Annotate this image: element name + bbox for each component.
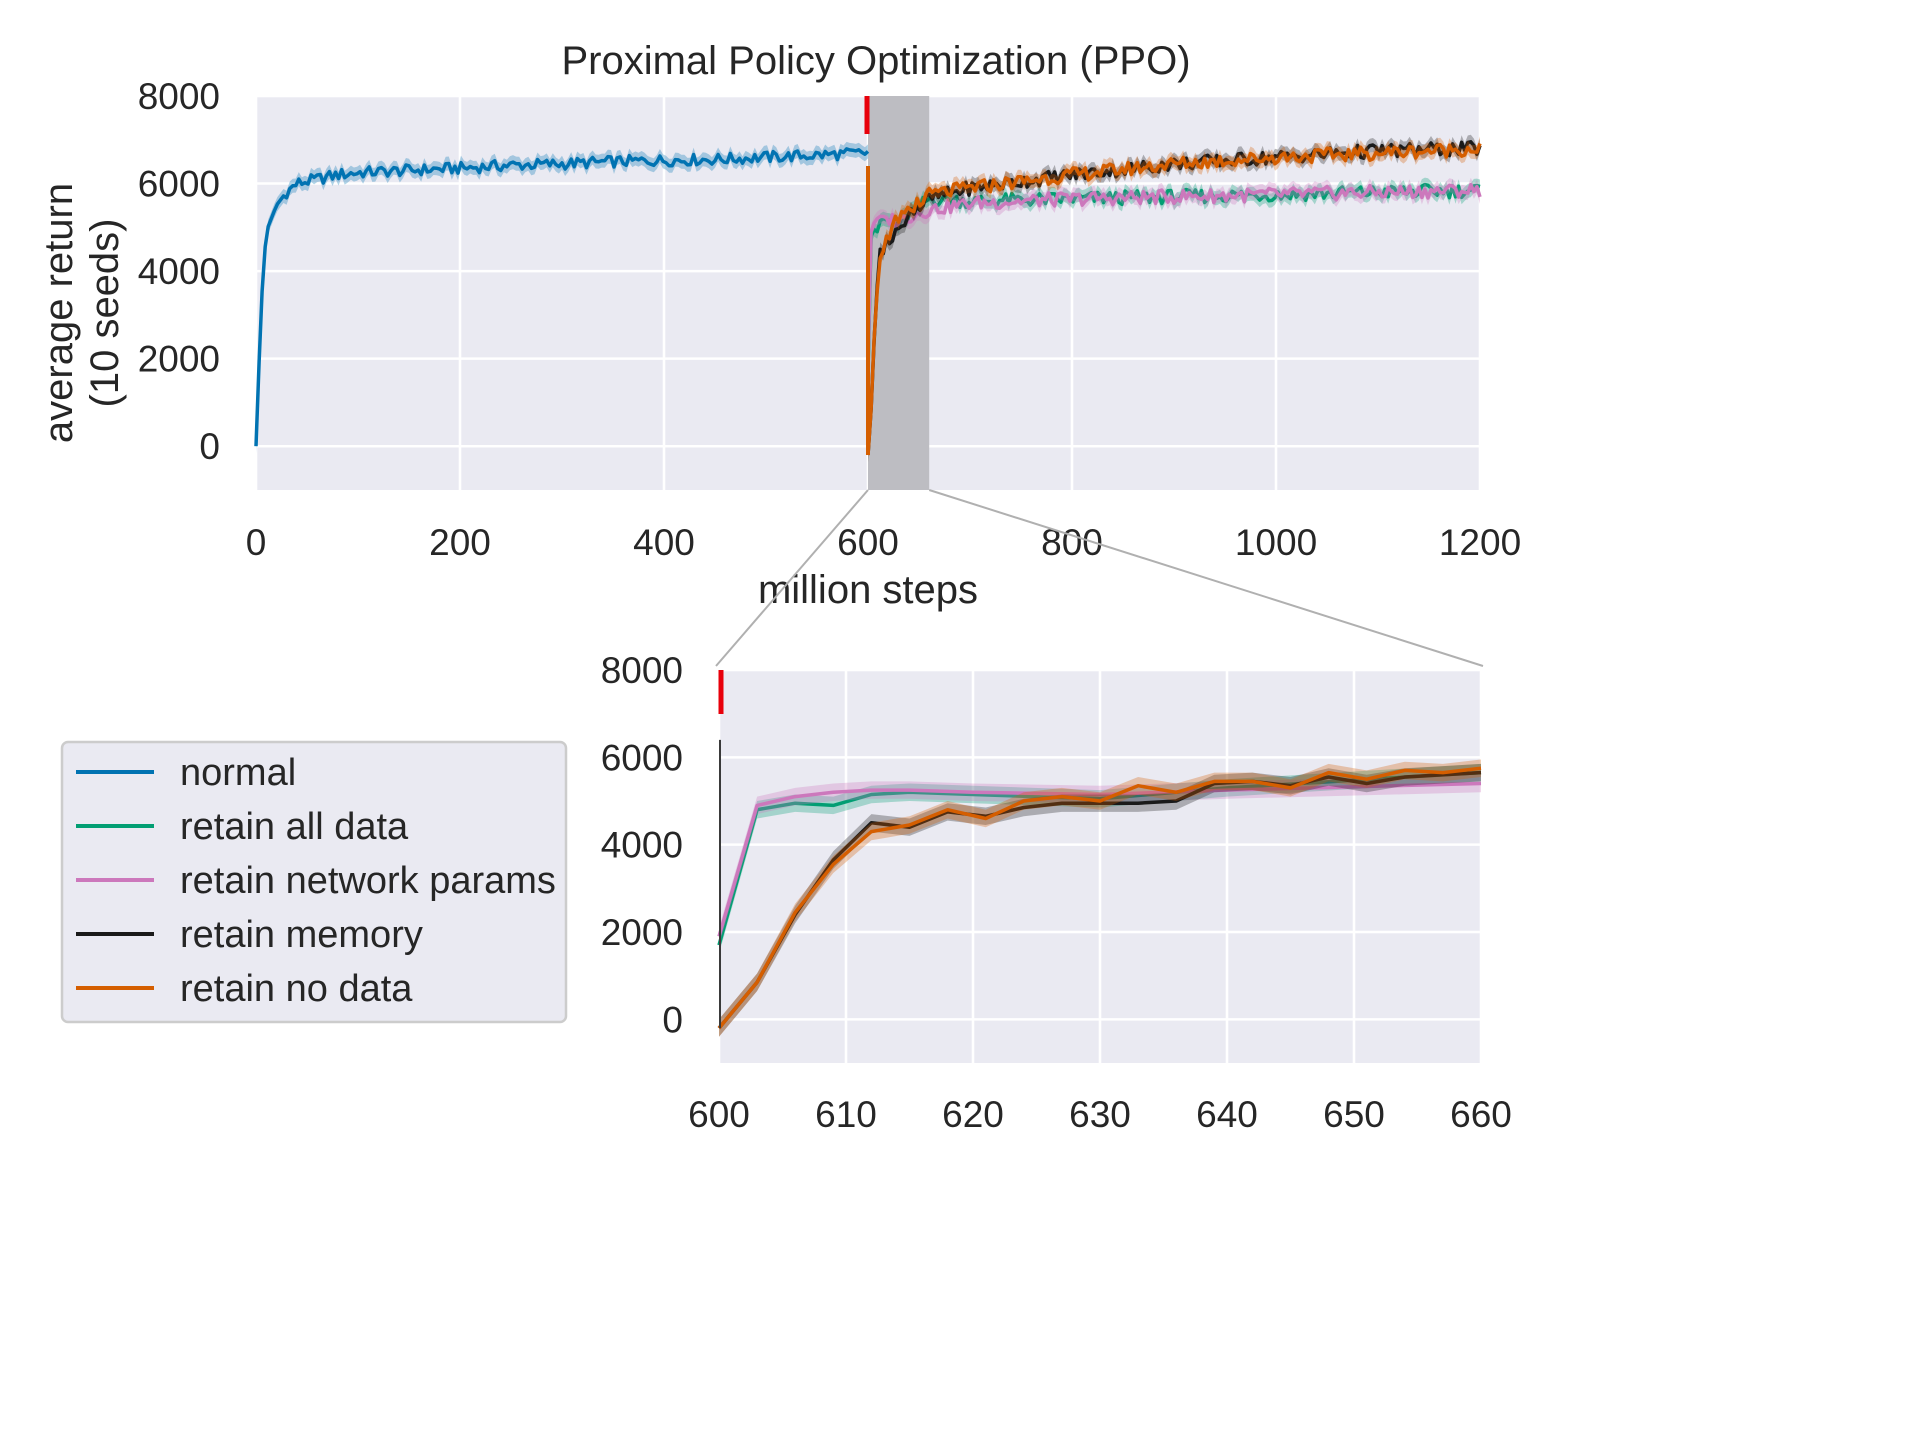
x-tick-label: 620 <box>942 1094 1004 1135</box>
x-tick-label: 660 <box>1450 1094 1512 1135</box>
main-series <box>254 96 1482 463</box>
x-axis-label: million steps <box>758 568 978 612</box>
y-tick-label: 8000 <box>601 650 683 691</box>
legend-item: normal <box>76 752 296 794</box>
series-line-normal <box>254 147 870 447</box>
zoom-series <box>717 670 1482 1037</box>
y-tick-label: 4000 <box>601 825 683 866</box>
zoom-line-retain-no-data <box>717 766 1482 1030</box>
y-axis-label: average return(10 seeds) <box>37 183 127 443</box>
x-tick-label: 0 <box>246 522 267 563</box>
zoom-tick-labels: 600 610 620 630 640 650 660 0 2000 4000 6000 8000 <box>601 650 1512 1135</box>
legend-box <box>60 740 568 1024</box>
legend-label: retain no data <box>180 968 413 1010</box>
legend-item: retain network params <box>76 860 556 902</box>
x-tick-label: 600 <box>837 522 899 563</box>
zoom-connector-right <box>928 489 1484 667</box>
legend-item: retain no data <box>76 968 413 1010</box>
y-tick-label: 4000 <box>138 251 220 292</box>
x-tick-label: 600 <box>688 1094 750 1135</box>
x-tick-label: 610 <box>815 1094 877 1135</box>
x-tick-label: 640 <box>1196 1094 1258 1135</box>
y-tick-label: 8000 <box>138 76 220 117</box>
x-tick-label: 200 <box>429 522 491 563</box>
chart-title: Proximal Policy Optimization (PPO) <box>561 39 1190 83</box>
y-tick-label: 2000 <box>138 339 220 380</box>
series-line-retain-network-params <box>866 182 1482 364</box>
zoom-line-retain-memory <box>717 770 1482 1030</box>
legend-label: retain memory <box>180 914 423 956</box>
zoom-band-retain-network-params <box>719 774 1481 946</box>
series-line-retain-no-data <box>866 142 1482 456</box>
legend: normal retain all data retain network para… <box>60 740 568 1024</box>
x-tick-label: 1000 <box>1235 522 1317 563</box>
legend-item: retain memory <box>76 914 423 956</box>
y-tick-label: 6000 <box>601 737 683 778</box>
zoom-band-retain-no-data <box>719 759 1481 1037</box>
legend-item: retain all data <box>76 806 409 848</box>
zoom-band-retain-memory <box>719 763 1481 1037</box>
x-tick-label: 650 <box>1323 1094 1385 1135</box>
series-band-normal <box>256 141 868 454</box>
y-tick-label: 2000 <box>601 912 683 953</box>
y-tick-label: 0 <box>662 999 683 1040</box>
y-tick-label: 0 <box>199 426 220 467</box>
y-tick-label: 6000 <box>138 164 220 205</box>
zoom-line-retain-network-params <box>717 781 1482 937</box>
x-tick-label: 630 <box>1069 1094 1131 1135</box>
legend-label: normal <box>180 752 296 794</box>
x-tick-label: 1200 <box>1439 522 1521 563</box>
zoom-connector-lines <box>715 489 1484 667</box>
zoom-chart: 600 610 620 630 640 650 660 0 2000 4000 6000 8000 <box>601 650 1512 1135</box>
legend-label: retain all data <box>180 806 409 848</box>
zoom-connector-left <box>715 489 869 667</box>
legend-label: retain network params <box>180 860 556 902</box>
x-tick-label: 400 <box>633 522 695 563</box>
